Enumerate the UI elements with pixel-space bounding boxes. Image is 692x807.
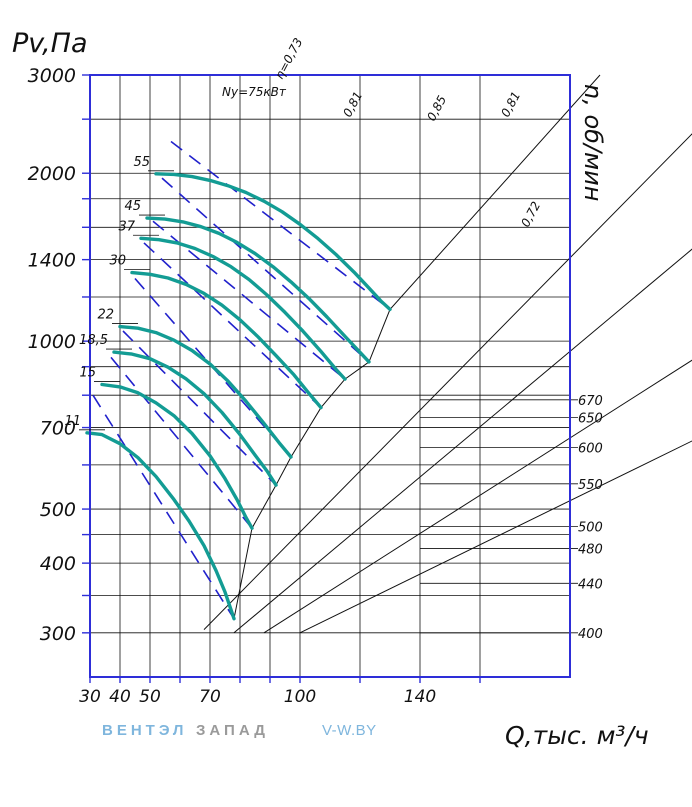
efficiency-line: [263, 359, 692, 634]
isorpm-line: [110, 356, 253, 529]
y-tick-label: 500: [40, 499, 76, 521]
efficiency-layer: [203, 74, 692, 634]
y-tick-label: 1000: [28, 331, 76, 353]
rpm-tick-label: 670: [578, 394, 603, 409]
labels-layer: 300 400 500 700 1000 1400 2000 3000 30 40 50 70 100 1…: [12, 28, 649, 750]
power-curve: [145, 216, 371, 364]
watermark-url: V-W.BY: [322, 722, 377, 739]
grid-layer: [89, 74, 578, 677]
power-curve-label: 55: [133, 155, 150, 170]
power-curve: [139, 236, 347, 381]
x-axis-title: Q,тыс. м³/ч: [505, 721, 649, 750]
isorpm-line: [161, 177, 370, 363]
y-axis-title: Pv,Па: [12, 28, 88, 59]
power-curve: [85, 431, 236, 621]
power-curve-label: 45: [124, 199, 141, 214]
power-curve: [118, 324, 293, 459]
power-curve: [130, 270, 323, 410]
x-tick-label: 100: [284, 687, 316, 707]
x-tick-label: 40: [109, 687, 131, 707]
axes-layer: [82, 74, 571, 683]
power-curves-layer: [85, 172, 392, 621]
power-curve: [112, 350, 278, 487]
rpm-tick-label: 500: [578, 521, 603, 536]
x-tick-label: 70: [199, 687, 221, 707]
isorpm-line: [92, 394, 235, 620]
y-tick-label: 1400: [28, 250, 76, 272]
y-tick-label: 400: [40, 553, 76, 575]
rpm-tick-label: 440: [578, 577, 603, 592]
rpm-tick-label: 480: [578, 542, 603, 557]
efficiency-label: 0,81: [498, 89, 523, 119]
power-curve-label: 18,5: [79, 333, 108, 348]
isorpm-line: [170, 140, 391, 311]
efficiency-label: 0,81: [340, 89, 365, 119]
power-curve-label: 15: [79, 366, 96, 381]
power-title-label: Ny=75кВт: [222, 85, 287, 99]
x-tick-label: 140: [404, 687, 436, 707]
rpm-tick-label: 550: [578, 478, 603, 493]
rpm-axis-title: n, об/мин: [579, 84, 607, 201]
power-curve-label: 11: [64, 414, 81, 429]
isorpm-line: [143, 242, 322, 409]
power-curve-label: 37: [118, 219, 135, 234]
watermark-brand-b: ЗАПАД: [196, 722, 269, 739]
power-curve: [154, 172, 392, 312]
y-tick-label: 3000: [28, 65, 76, 87]
power-curve-label: 30: [109, 254, 126, 269]
rpm-tick-label: 650: [578, 411, 603, 426]
rpm-tick-label: 600: [578, 441, 603, 456]
efficiency-label: 0,72: [518, 199, 543, 229]
efficiency-line: [299, 440, 692, 634]
power-curve: [100, 382, 254, 530]
y-tick-label: 2000: [28, 163, 76, 185]
efficiency-line: [203, 133, 692, 630]
rpm-tick-label: 400: [578, 627, 603, 642]
watermark-brand-a: ВЕНТЭЛ: [102, 722, 188, 739]
power-curve-label: 22: [97, 308, 114, 323]
efficiency-line: [233, 74, 601, 619]
y-tick-label: 700: [40, 418, 76, 440]
y-tick-label: 300: [40, 623, 76, 645]
plot-frame: [89, 74, 571, 678]
efficiency-line: [233, 248, 692, 634]
x-tick-label: 50: [139, 687, 161, 707]
isorpm-line: [152, 220, 346, 380]
x-tick-label: 30: [79, 687, 101, 707]
